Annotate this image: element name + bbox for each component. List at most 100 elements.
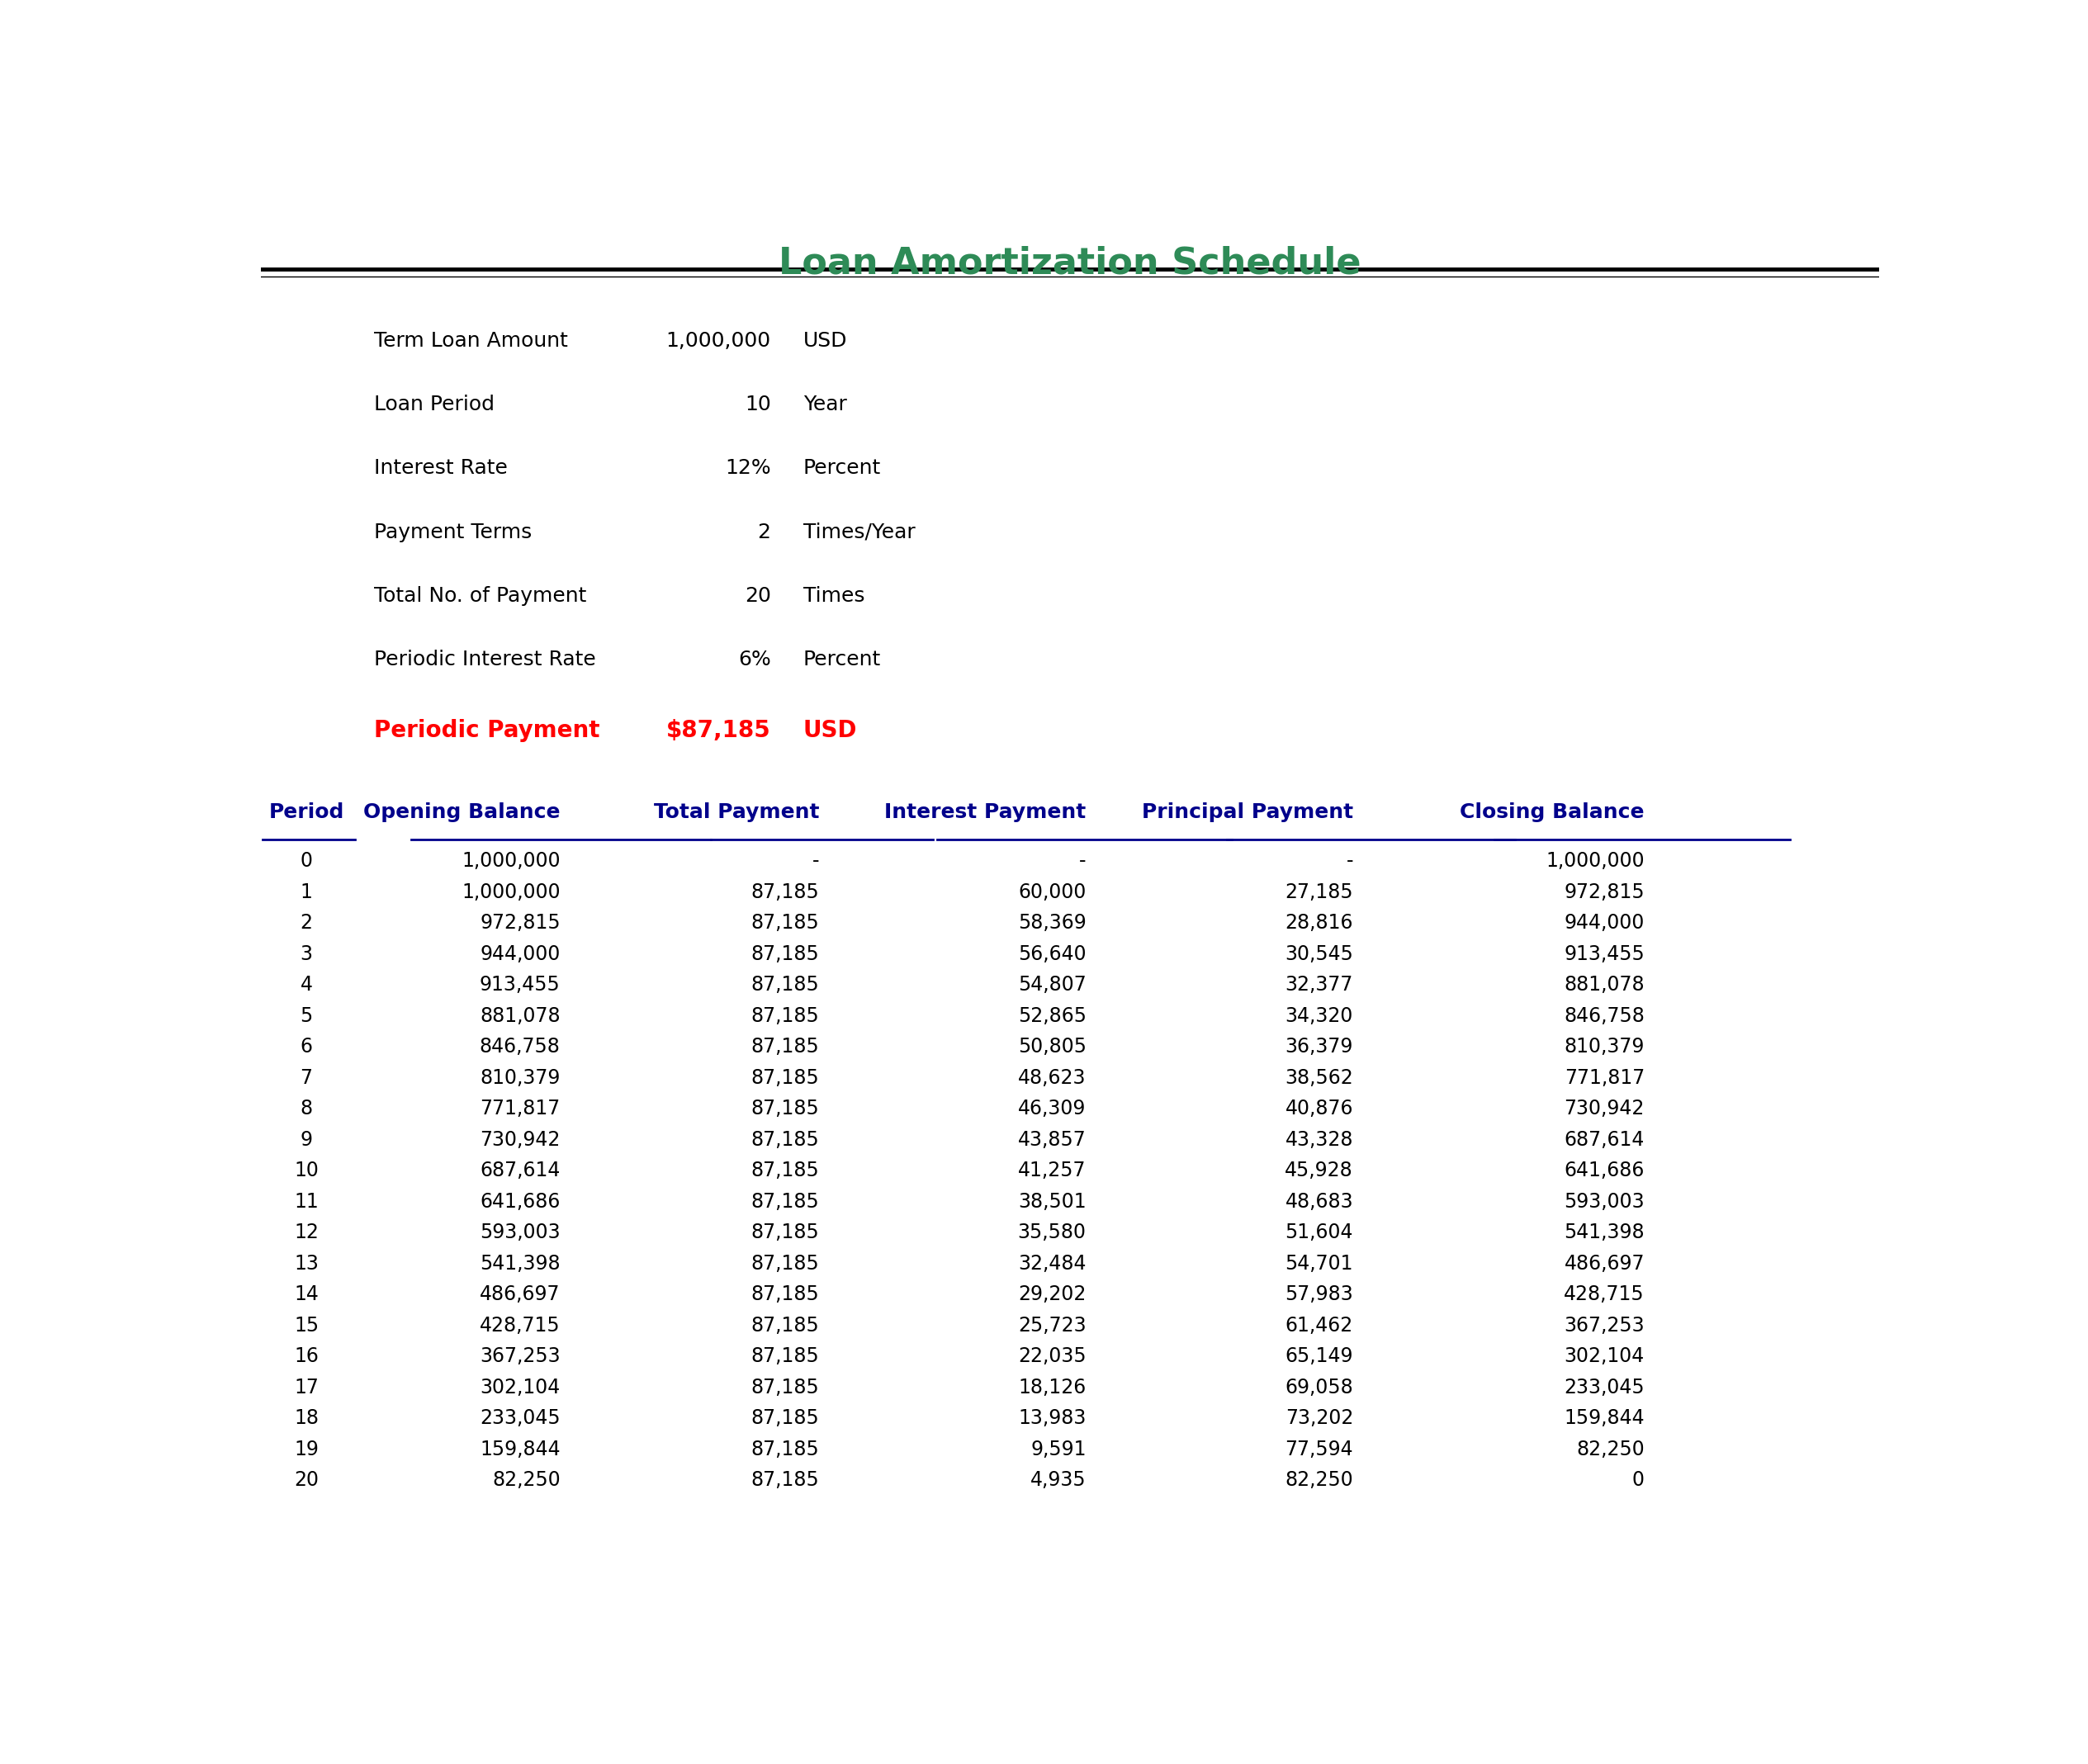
Text: 43,328: 43,328 [1286,1129,1353,1150]
Text: 367,253: 367,253 [1564,1316,1645,1335]
Text: USD: USD [804,720,858,743]
Text: 87,185: 87,185 [752,1161,818,1180]
Text: 87,185: 87,185 [752,1471,818,1491]
Text: 541,398: 541,398 [480,1254,560,1274]
Text: 233,045: 233,045 [1564,1378,1645,1397]
Text: 687,614: 687,614 [480,1161,560,1180]
Text: 22,035: 22,035 [1019,1346,1086,1367]
Text: Year: Year [804,395,848,415]
Text: 41,257: 41,257 [1019,1161,1086,1180]
Text: Loan Period: Loan Period [374,395,495,415]
Text: Periodic Payment: Periodic Payment [374,720,599,743]
Text: 87,185: 87,185 [752,975,818,995]
Text: 687,614: 687,614 [1564,1129,1645,1150]
Text: 10: 10 [294,1161,319,1180]
Text: 9: 9 [301,1129,313,1150]
Text: 233,045: 233,045 [480,1408,560,1429]
Text: 12: 12 [294,1222,319,1242]
Text: 302,104: 302,104 [480,1378,560,1397]
Text: 641,686: 641,686 [1564,1161,1645,1180]
Text: 27,185: 27,185 [1284,882,1353,901]
Text: Total No. of Payment: Total No. of Payment [374,586,587,607]
Text: 87,185: 87,185 [752,1316,818,1335]
Text: 8: 8 [301,1099,313,1118]
Text: Times: Times [804,586,864,607]
Text: 45,928: 45,928 [1284,1161,1353,1180]
Text: 87,185: 87,185 [752,1099,818,1118]
Text: Payment Terms: Payment Terms [374,522,532,542]
Text: Period: Period [269,803,345,822]
Text: Principal Payment: Principal Payment [1142,803,1353,822]
Text: 1,000,000: 1,000,000 [1545,850,1645,871]
Text: 6: 6 [301,1037,313,1057]
Text: Interest Rate: Interest Rate [374,459,507,478]
Text: 14: 14 [294,1284,319,1304]
Text: 87,185: 87,185 [752,1254,818,1274]
Text: 1,000,000: 1,000,000 [461,882,560,901]
Text: 38,562: 38,562 [1284,1067,1353,1088]
Text: 10: 10 [745,395,770,415]
Text: 810,379: 810,379 [480,1067,560,1088]
Text: 1,000,000: 1,000,000 [461,850,560,871]
Text: 36,379: 36,379 [1286,1037,1353,1057]
Text: 9,591: 9,591 [1031,1439,1086,1459]
Text: 77,594: 77,594 [1284,1439,1353,1459]
Text: 159,844: 159,844 [480,1439,560,1459]
Text: 593,003: 593,003 [480,1222,560,1242]
Text: 61,462: 61,462 [1286,1316,1353,1335]
Text: 87,185: 87,185 [752,1192,818,1212]
Text: 0: 0 [301,850,313,871]
Text: 29,202: 29,202 [1019,1284,1086,1304]
Text: USD: USD [804,332,848,351]
Text: 730,942: 730,942 [1564,1099,1645,1118]
Text: Loan Amortization Schedule: Loan Amortization Schedule [779,245,1361,280]
Text: 13: 13 [294,1254,319,1274]
Text: 50,805: 50,805 [1017,1037,1086,1057]
Text: 52,865: 52,865 [1017,1005,1086,1025]
Text: 486,697: 486,697 [480,1284,560,1304]
Text: 428,715: 428,715 [480,1316,560,1335]
Text: 3: 3 [301,944,313,963]
Text: 159,844: 159,844 [1564,1408,1645,1429]
Text: 881,078: 881,078 [1564,975,1645,995]
Text: 20: 20 [745,586,770,607]
Text: 32,377: 32,377 [1286,975,1353,995]
Text: 771,817: 771,817 [480,1099,560,1118]
Text: 82,250: 82,250 [1284,1471,1353,1491]
Text: 11: 11 [294,1192,319,1212]
Text: 367,253: 367,253 [480,1346,560,1367]
Text: Opening Balance: Opening Balance [363,803,560,822]
Text: 7: 7 [301,1067,313,1088]
Text: 19: 19 [294,1439,319,1459]
Text: 810,379: 810,379 [1564,1037,1645,1057]
Text: Closing Balance: Closing Balance [1460,803,1645,822]
Text: 38,501: 38,501 [1019,1192,1086,1212]
Text: 35,580: 35,580 [1017,1222,1086,1242]
Text: 1: 1 [301,882,313,901]
Text: 54,701: 54,701 [1286,1254,1353,1274]
Text: 46,309: 46,309 [1019,1099,1086,1118]
Text: 87,185: 87,185 [752,1378,818,1397]
Text: 17: 17 [294,1378,319,1397]
Text: 82,250: 82,250 [493,1471,560,1491]
Text: 20: 20 [294,1471,319,1491]
Text: 56,640: 56,640 [1019,944,1086,963]
Text: 32,484: 32,484 [1019,1254,1086,1274]
Text: 2: 2 [301,914,313,933]
Text: 69,058: 69,058 [1284,1378,1353,1397]
Text: 1,000,000: 1,000,000 [666,332,770,351]
Text: 48,683: 48,683 [1284,1192,1353,1212]
Text: Term Loan Amount: Term Loan Amount [374,332,568,351]
Text: -: - [1347,850,1353,871]
Text: 593,003: 593,003 [1564,1192,1645,1212]
Text: 944,000: 944,000 [480,944,560,963]
Text: 82,250: 82,250 [1576,1439,1645,1459]
Text: 486,697: 486,697 [1564,1254,1645,1274]
Text: 87,185: 87,185 [752,1408,818,1429]
Text: Interest Payment: Interest Payment [885,803,1086,822]
Text: 771,817: 771,817 [1564,1067,1645,1088]
Text: 541,398: 541,398 [1564,1222,1645,1242]
Text: 16: 16 [294,1346,319,1367]
Text: Periodic Interest Rate: Periodic Interest Rate [374,649,597,670]
Text: -: - [1079,850,1086,871]
